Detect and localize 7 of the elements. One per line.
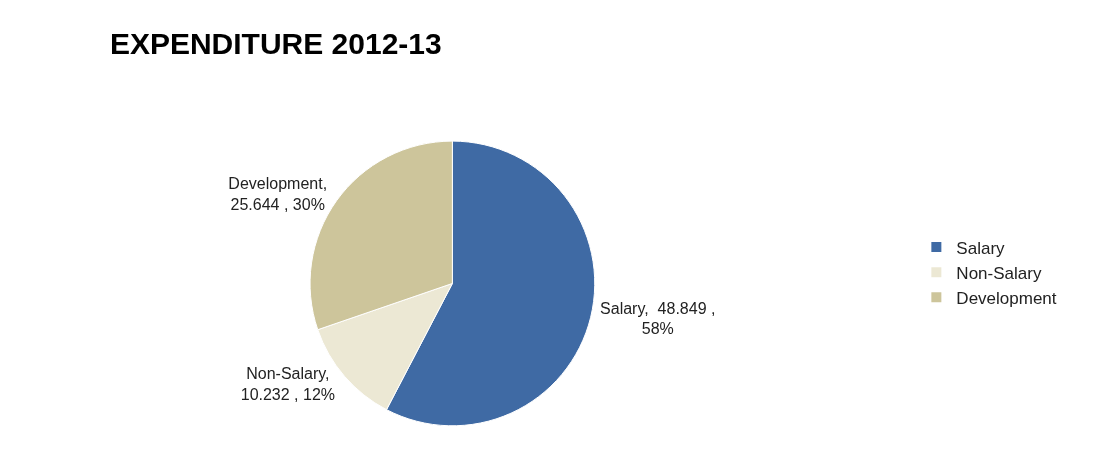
- legend-label: Non-Salary: [956, 263, 1042, 283]
- legend-label: Development: [956, 288, 1057, 308]
- data-label: Development, 25.644 , 30%: [228, 175, 328, 214]
- chart-title: EXPENDITURE 2012-13: [109, 26, 442, 60]
- data-label: Non-Salary, 10.232 , 12%: [240, 365, 336, 404]
- data-label: Salary, 48.849 , 58%: [600, 299, 716, 338]
- legend-label: Salary: [956, 238, 1006, 258]
